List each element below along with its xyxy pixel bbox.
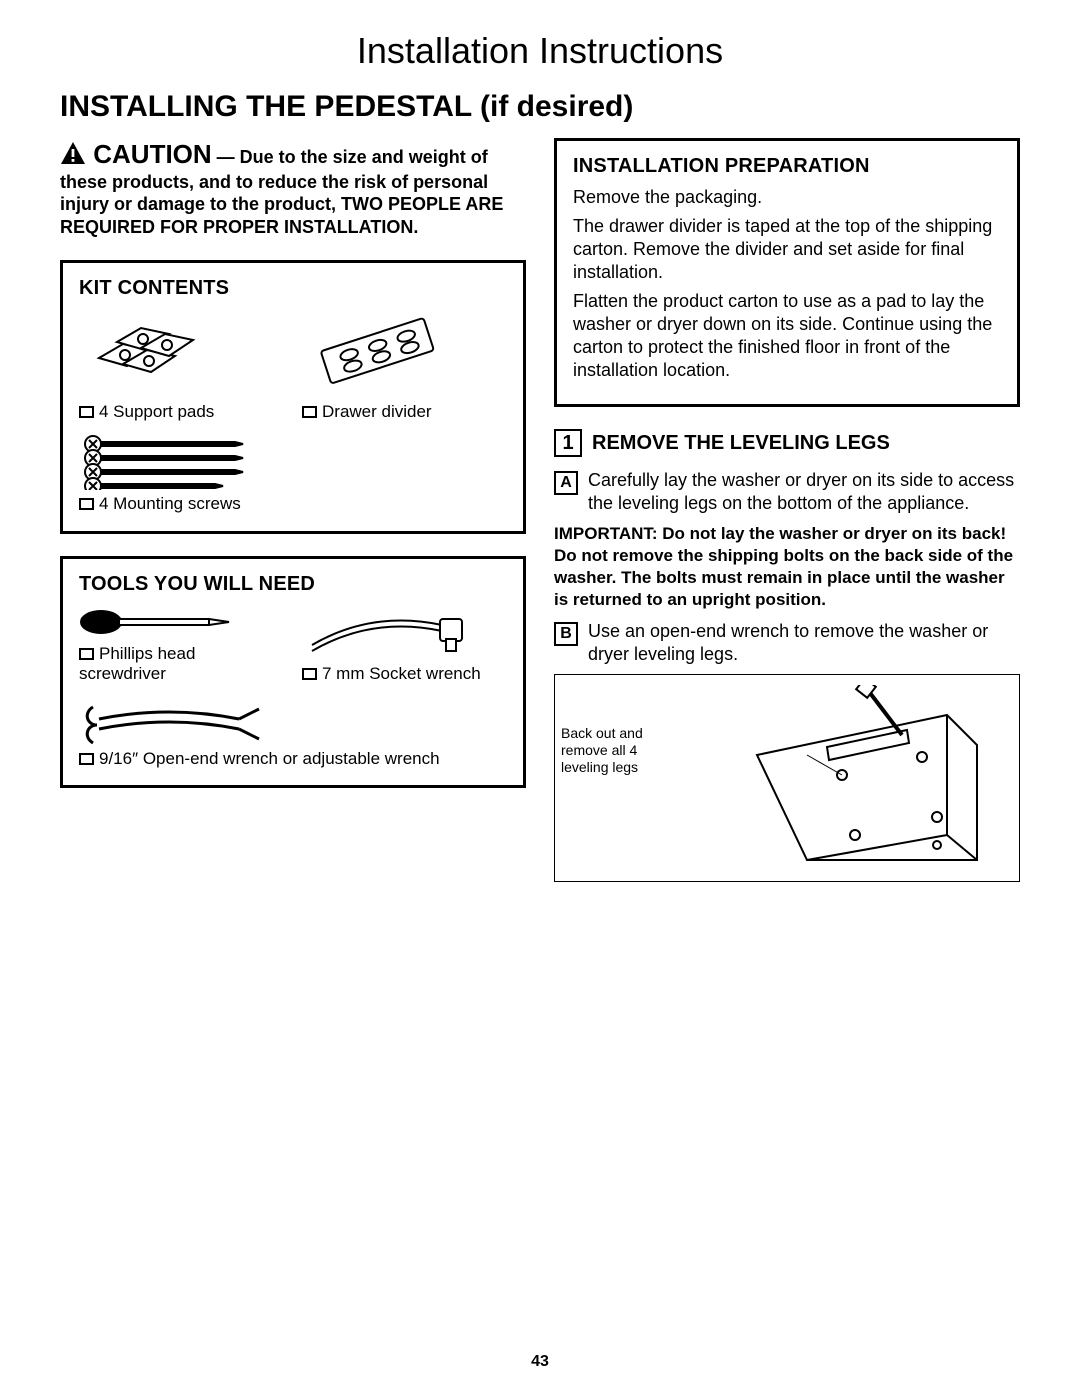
diagram-caption: Back out and remove all 4 leveling legs [561, 725, 681, 775]
tools-heading: TOOLS YOU WILL NEED [79, 573, 507, 596]
drawer-divider-icon [302, 308, 452, 398]
substep-a-box: A [554, 471, 578, 495]
prep-heading: INSTALLATION PREPARATION [573, 155, 1001, 178]
prep-p1: Remove the packaging. [573, 186, 1001, 209]
phillips-screwdriver-icon [79, 604, 249, 640]
kit-heading: KIT CONTENTS [79, 277, 507, 300]
step-number-box: 1 [554, 429, 582, 457]
step-1-block: 1 REMOVE THE LEVELING LEGS A Carefully l… [554, 429, 1020, 882]
page-number: 43 [0, 1353, 1080, 1371]
substep-b-box: B [554, 622, 578, 646]
tools-box: TOOLS YOU WILL NEED Phillips head screwd… [60, 556, 526, 788]
mounting-screws-icon [79, 430, 249, 490]
leveling-legs-diagram: Back out and remove all 4 leveling legs [554, 674, 1020, 882]
drawer-divider-label: Drawer divider [302, 402, 507, 422]
mounting-screws-label: 4 Mounting screws [79, 494, 507, 514]
substep-a-text: Carefully lay the washer or dryer on its… [588, 469, 1020, 515]
support-pads-label: 4 Support pads [79, 402, 284, 422]
prep-p3: Flatten the product carton to use as a p… [573, 290, 1001, 382]
section-title: INSTALLING THE PEDESTAL (if desired) [60, 90, 1020, 124]
substep-b-text: Use an open-end wrench to remove the was… [588, 620, 1020, 666]
step-1-heading: REMOVE THE LEVELING LEGS [592, 432, 890, 455]
caution-lead-text: CAUTION [93, 139, 211, 169]
right-column: INSTALLATION PREPARATION Remove the pack… [554, 138, 1020, 882]
caution-block: CAUTION — Due to the size and weight of … [60, 138, 526, 238]
important-note: IMPORTANT: Do not lay the washer or drye… [554, 523, 1020, 610]
phillips-label: Phillips head screwdriver [79, 644, 284, 685]
open-end-wrench-icon [79, 695, 269, 745]
prep-p2: The drawer divider is taped at the top o… [573, 215, 1001, 284]
support-pads-icon [79, 318, 219, 398]
socket-wrench-icon [302, 605, 482, 660]
wrench-label: 9/16″ Open-end wrench or adjustable wren… [79, 749, 507, 769]
warning-icon [60, 139, 93, 169]
prep-box: INSTALLATION PREPARATION Remove the pack… [554, 138, 1020, 407]
socket-label: 7 mm Socket wrench [302, 664, 507, 684]
left-column: CAUTION — Due to the size and weight of … [60, 138, 526, 882]
appliance-bottom-icon [687, 685, 987, 875]
page-title: Installation Instructions [60, 30, 1020, 72]
kit-contents-box: KIT CONTENTS 4 Support pads [60, 260, 526, 534]
